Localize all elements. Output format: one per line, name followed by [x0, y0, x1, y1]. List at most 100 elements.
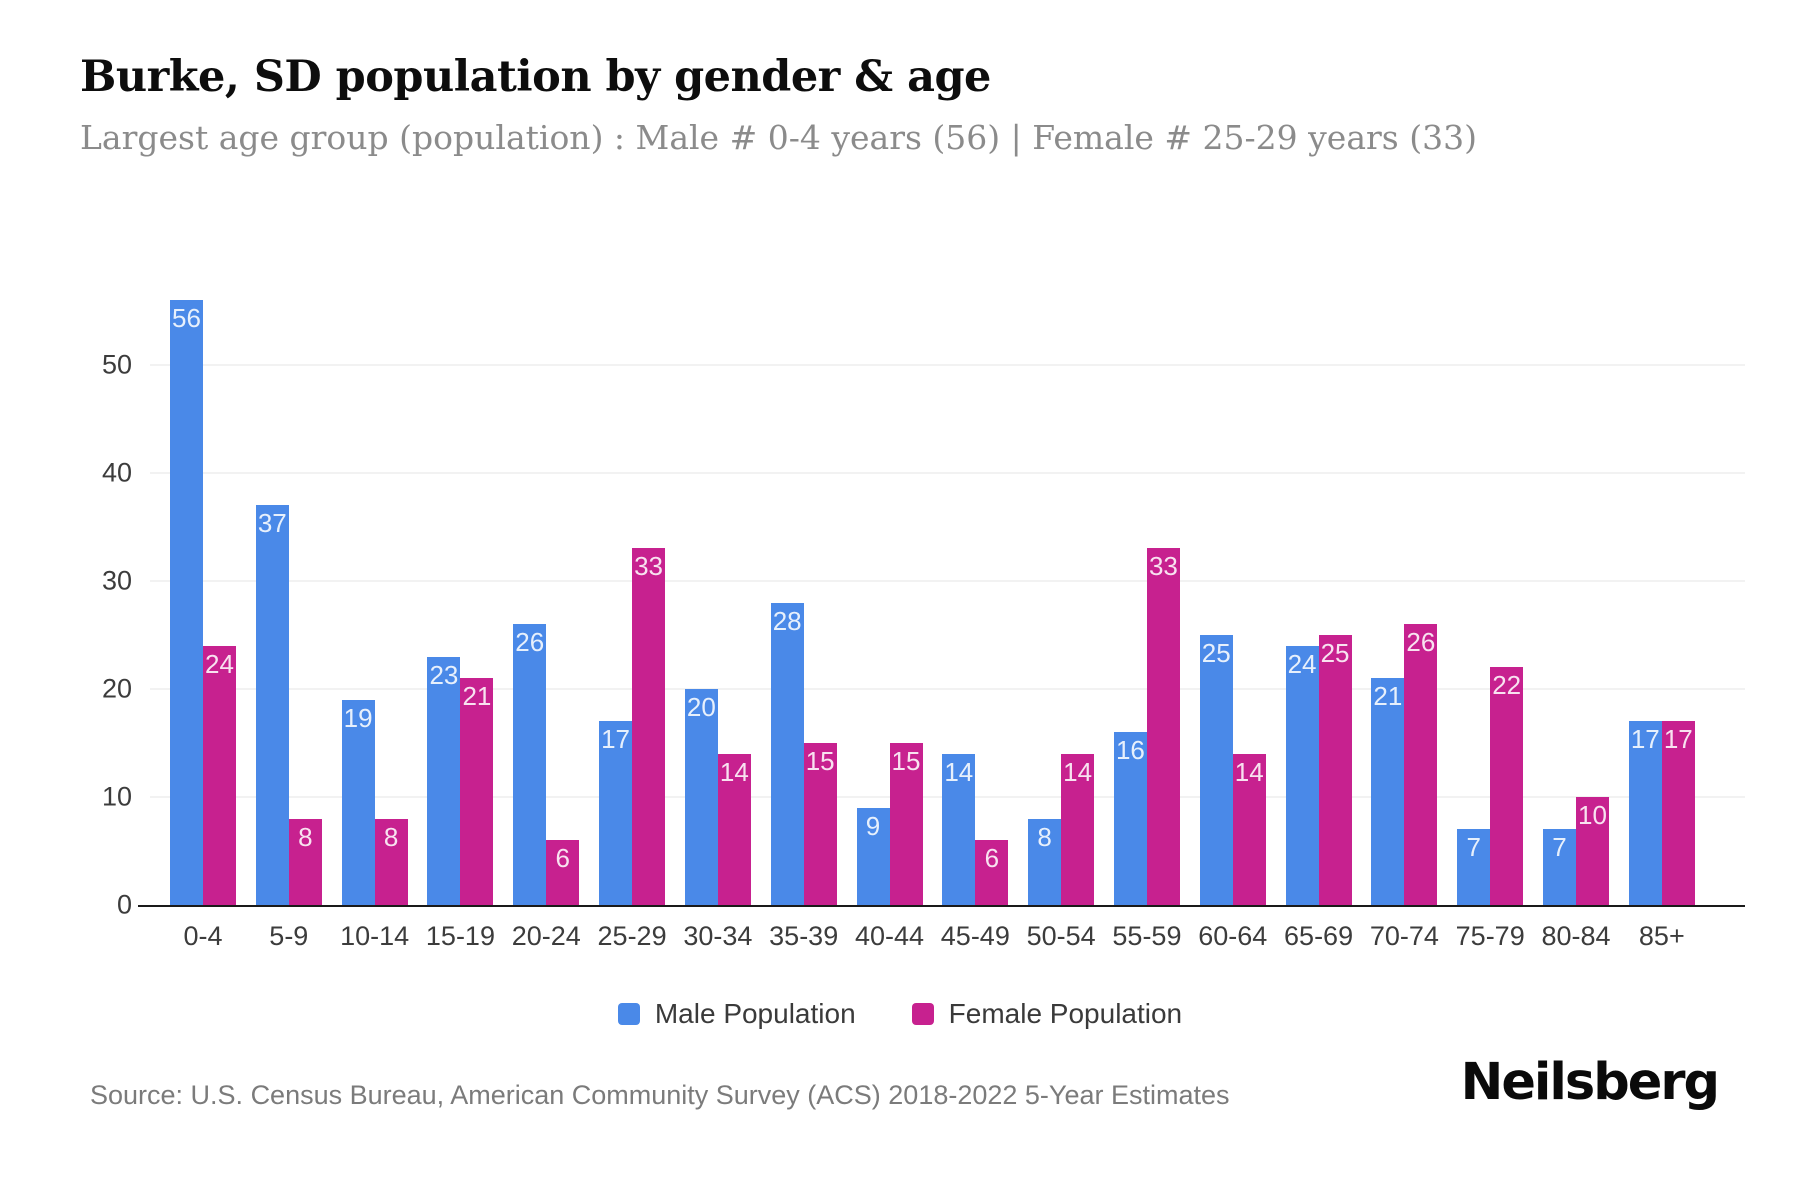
x-tick-label: 40-44 [854, 921, 925, 951]
x-tick-label: 65-69 [1284, 921, 1354, 951]
male-bar[interactable]: 16 [1113, 732, 1147, 905]
bar-value-label: 20 [686, 691, 716, 722]
plot-area: 0 10 20 30 40 50 56 24 0-4 37 8 5-9 19 8 10-14 23 21 15-… [102, 300, 1745, 951]
bar-value-label: 15 [891, 745, 921, 776]
bar-value-label: 24 [1287, 648, 1317, 679]
chart-subtitle: Largest age group (population) : Male # … [80, 118, 1477, 157]
female-bar[interactable]: 21 [460, 678, 494, 905]
gridline [150, 687, 1745, 690]
bar-value-label: 14 [944, 756, 974, 787]
female-swatch-icon [911, 1003, 934, 1025]
male-bar[interactable]: 17 [1628, 721, 1662, 905]
bar-value-label: 16 [1115, 735, 1145, 766]
x-tick-label: 25-29 [597, 921, 667, 951]
male-bar[interactable]: 23 [427, 656, 461, 905]
male-bar[interactable]: 14 [942, 753, 976, 905]
female-bar[interactable]: 6 [975, 840, 1009, 905]
bar-group: 21 26 70-74 [1370, 624, 1439, 951]
bar-value-label: 15 [805, 745, 835, 776]
bar-value-label: 33 [1148, 551, 1178, 582]
x-tick-label: 5-9 [269, 921, 309, 951]
x-tick-label: 55-59 [1112, 921, 1182, 951]
female-bar[interactable]: 14 [1232, 753, 1266, 905]
x-tick-label: 0-4 [183, 921, 223, 951]
bar-group: 16 33 55-59 [1112, 548, 1181, 951]
male-bar[interactable]: 7 [1457, 829, 1491, 905]
bar-value-label: 24 [205, 648, 234, 679]
x-tick-label: 15-19 [425, 921, 495, 951]
bar-value-label: 21 [462, 681, 492, 712]
bar-group: 20 14 30-34 [683, 688, 752, 951]
female-bar[interactable]: 17 [1661, 721, 1695, 905]
x-tick-label: 60-64 [1198, 921, 1268, 951]
bar-value-label: 56 [172, 303, 201, 333]
bar-group: 9 15 40-44 [855, 742, 924, 951]
bar-value-label: 19 [343, 702, 373, 733]
male-bar[interactable]: 20 [684, 688, 718, 905]
male-bar[interactable]: 17 [599, 721, 633, 905]
x-tick-label: 20-24 [511, 921, 581, 951]
female-bar[interactable]: 33 [632, 548, 666, 905]
bar-group: 28 15 35-39 [769, 602, 838, 951]
x-tick-label: 30-34 [683, 921, 753, 951]
legend-male-label: Male Population [654, 998, 856, 1029]
gridline [150, 471, 1745, 474]
bar-value-label: 33 [634, 551, 664, 582]
bar-value-label: 7 [1552, 832, 1567, 863]
bar-value-label: 21 [1373, 681, 1403, 712]
bar-group: 17 17 85+ [1628, 721, 1695, 951]
y-tick-label: 0 [116, 889, 132, 920]
female-bar[interactable]: 8 [374, 818, 408, 905]
x-tick-label: 85+ [1638, 921, 1685, 951]
y-tick-label: 50 [101, 349, 132, 380]
legend: Male Population Female Population [0, 998, 1800, 1030]
bar-value-label: 8 [383, 821, 399, 852]
female-bar[interactable]: 14 [717, 753, 751, 905]
bar-value-label: 8 [298, 821, 313, 852]
male-bar[interactable]: 19 [341, 699, 375, 905]
female-bar[interactable]: 15 [889, 742, 923, 905]
x-tick-label: 75-79 [1455, 921, 1525, 951]
male-bar[interactable]: 28 [770, 602, 804, 905]
male-bar[interactable]: 8 [1028, 818, 1062, 905]
female-bar[interactable]: 8 [288, 818, 322, 905]
bar-group: 23 21 15-19 [426, 656, 495, 951]
bar-value-label: 6 [984, 843, 1000, 874]
bar-value-label: 28 [772, 605, 802, 636]
legend-item-female[interactable]: Female Population [911, 998, 1182, 1030]
male-bar[interactable]: 26 [513, 624, 547, 905]
male-bar[interactable]: 9 [856, 807, 890, 905]
female-bar[interactable]: 6 [546, 840, 580, 905]
legend-item-male[interactable]: Male Population [617, 998, 856, 1030]
bar-group: 26 6 20-24 [512, 624, 581, 951]
male-bar[interactable]: 37 [255, 505, 289, 905]
female-bar[interactable]: 25 [1318, 634, 1352, 905]
male-bar[interactable]: 21 [1371, 678, 1405, 905]
x-tick-label: 45-49 [940, 921, 1010, 951]
female-bar[interactable]: 15 [803, 742, 837, 905]
female-bar[interactable]: 33 [1146, 548, 1180, 905]
male-bar[interactable]: 7 [1543, 829, 1576, 905]
male-swatch-icon [617, 1003, 640, 1025]
y-tick-label: 10 [101, 781, 132, 812]
bar-value-label: 23 [429, 659, 459, 690]
bar-value-label: 7 [1466, 832, 1481, 863]
x-tick-label: 35-39 [769, 921, 839, 951]
bar-group: 14 6 45-49 [941, 753, 1010, 951]
male-bar[interactable]: 56 [170, 300, 203, 905]
x-axis-line [138, 905, 1745, 907]
female-bar[interactable]: 22 [1490, 667, 1524, 905]
male-bar[interactable]: 25 [1199, 634, 1233, 905]
female-bar[interactable]: 24 [203, 645, 236, 905]
bar-group: 25 14 60-64 [1198, 634, 1267, 951]
bar-value-label: 17 [601, 724, 631, 755]
neilsberg-logo: Neilsberg [1460, 1053, 1720, 1112]
female-bar[interactable]: 26 [1404, 624, 1438, 905]
source-text: Source: U.S. Census Bureau, American Com… [90, 1080, 1230, 1110]
bar-groups: 56 24 0-4 37 8 5-9 19 8 10-14 23 21 15-19 26 6 20-24 17… [150, 300, 1745, 951]
female-bar[interactable]: 14 [1061, 753, 1095, 905]
x-tick-label: 80-84 [1541, 921, 1611, 951]
female-bar[interactable]: 10 [1576, 796, 1609, 905]
male-bar[interactable]: 24 [1285, 645, 1319, 905]
